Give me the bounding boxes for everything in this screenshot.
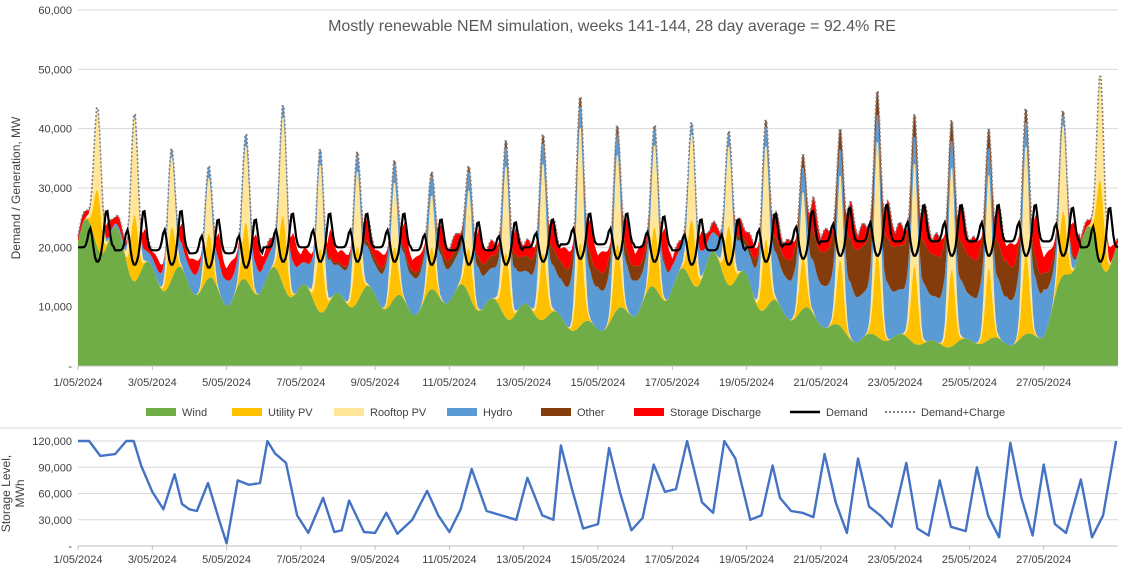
chart-title: Mostly renewable NEM simulation, weeks 1… <box>328 18 896 35</box>
y-tick-label: - <box>68 361 72 373</box>
x-tick-label: 23/05/2024 <box>868 377 923 389</box>
line-demand <box>78 203 1119 269</box>
legend-item: Rooftop PV <box>334 407 427 419</box>
x-tick-label: 9/05/2024 <box>351 554 400 566</box>
x-tick-label: 23/05/2024 <box>868 554 923 566</box>
x-tick-label: 5/05/2024 <box>202 377 251 389</box>
x-tick-label: 7/05/2024 <box>276 377 325 389</box>
legend-label: Utility PV <box>268 407 313 419</box>
x-tick-label: 25/05/2024 <box>942 554 997 566</box>
x-tick-label: 21/05/2024 <box>793 554 848 566</box>
legend-label: Wind <box>182 407 207 419</box>
legend-item: Wind <box>146 407 207 419</box>
legend: Wind Utility PV Rooftop PV Hydro Other Storag… <box>146 407 1005 419</box>
y-tick-label: 120,000 <box>32 436 72 448</box>
legend-item: Other <box>541 407 605 419</box>
legend-swatch <box>146 408 176 416</box>
legend-label: Demand <box>826 407 868 419</box>
area-wind <box>78 219 1118 366</box>
x-tick-label: 27/05/2024 <box>1016 554 1071 566</box>
x-tick-label: 21/05/2024 <box>793 377 848 389</box>
y-tick-label: 60,000 <box>38 489 72 501</box>
x-tick-label: 1/05/2024 <box>54 377 103 389</box>
x-tick-label: 7/05/2024 <box>276 554 325 566</box>
y-tick-label: 20,000 <box>38 242 72 254</box>
y-axis-title: Storage Level,MWh <box>0 455 27 532</box>
y-tick-label: 30,000 <box>38 515 72 527</box>
legend-swatch <box>447 408 477 416</box>
area-storage-discharge <box>78 76 1118 281</box>
x-tick-label: 1/05/2024 <box>54 554 103 566</box>
legend-label: Demand+Charge <box>921 407 1005 419</box>
y-tick-label: 40,000 <box>38 124 72 136</box>
x-tick-label: 27/05/2024 <box>1016 377 1071 389</box>
x-tick-label: 17/05/2024 <box>645 377 700 389</box>
x-tick-label: 25/05/2024 <box>942 377 997 389</box>
area-other <box>78 76 1118 301</box>
area-hydro <box>78 76 1118 346</box>
legend-label: Rooftop PV <box>370 407 427 419</box>
x-tick-label: 3/05/2024 <box>128 377 177 389</box>
x-tick-label: 19/05/2024 <box>719 554 774 566</box>
y-tick-label: - <box>68 541 72 553</box>
legend-label: Other <box>577 407 605 419</box>
x-tick-label: 15/05/2024 <box>570 554 625 566</box>
legend-label: Storage Discharge <box>670 407 761 419</box>
legend-swatch <box>634 408 664 416</box>
legend-item: Utility PV <box>232 407 313 419</box>
y-tick-label: 50,000 <box>38 64 72 76</box>
generation-chart: - 10,000 20,000 30,000 40,000 50,000 60,000 Dem… <box>9 5 1119 389</box>
y-tick-label: 30,000 <box>38 183 72 195</box>
x-tick-label: 17/05/2024 <box>645 554 700 566</box>
legend-item: Demand+Charge <box>885 407 1005 419</box>
legend-label: Hydro <box>483 407 512 419</box>
x-tick-label: 9/05/2024 <box>351 377 400 389</box>
legend-swatch <box>232 408 262 416</box>
area-rooftop-pv <box>78 76 1118 346</box>
storage-chart: - 30,000 60,000 90,000 120,000 Storage Level,… <box>0 427 1122 566</box>
y-tick-label: 60,000 <box>38 5 72 17</box>
area-utility-pv <box>78 179 1118 348</box>
y-tick-label: 10,000 <box>38 302 72 314</box>
x-tick-label: 15/05/2024 <box>570 377 625 389</box>
y-axis-title: Demand / Generation, MW <box>9 116 23 259</box>
x-tick-label: 11/05/2024 <box>422 377 476 389</box>
x-tick-label: 13/05/2024 <box>496 554 551 566</box>
x-tick-label: 19/05/2024 <box>719 377 774 389</box>
legend-item: Hydro <box>447 407 512 419</box>
legend-item: Demand <box>790 407 868 419</box>
line-storage-level <box>78 439 1118 545</box>
legend-swatch <box>334 408 364 416</box>
x-tick-label: 11/05/2024 <box>422 554 476 566</box>
x-tick-label: 5/05/2024 <box>202 554 251 566</box>
legend-item: Storage Discharge <box>634 407 761 419</box>
legend-swatch <box>541 408 571 416</box>
x-tick-label: 13/05/2024 <box>496 377 551 389</box>
y-tick-label: 90,000 <box>38 462 72 474</box>
x-tick-label: 3/05/2024 <box>128 554 177 566</box>
